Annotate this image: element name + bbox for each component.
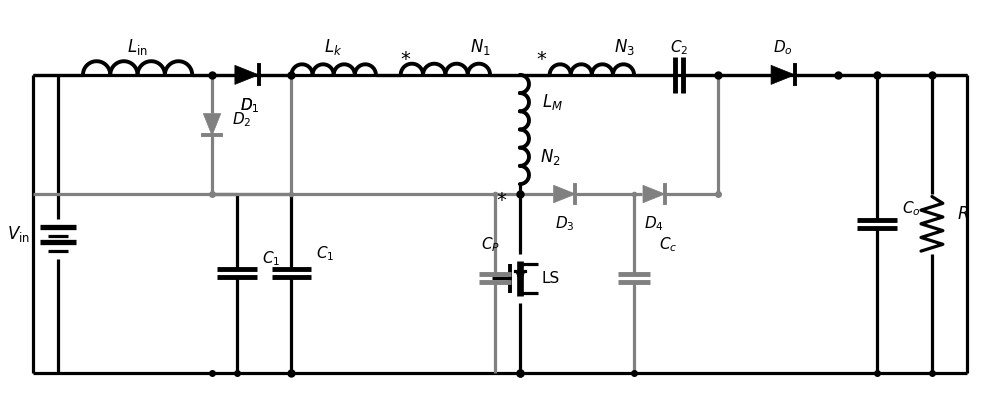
Polygon shape — [203, 113, 221, 136]
Polygon shape — [643, 185, 665, 203]
Text: $N_2$: $N_2$ — [540, 147, 560, 167]
Text: $D_3$: $D_3$ — [555, 214, 574, 232]
Polygon shape — [516, 271, 525, 283]
Text: $C_P$: $C_P$ — [481, 235, 500, 254]
Text: $*$: $*$ — [400, 48, 411, 67]
Text: $C_1$: $C_1$ — [262, 249, 280, 268]
Text: $*$: $*$ — [536, 48, 547, 67]
Text: $C_2$: $C_2$ — [670, 38, 688, 57]
Text: $D_o$: $D_o$ — [773, 38, 793, 57]
Text: $L_{\rm in}$: $L_{\rm in}$ — [127, 37, 148, 57]
Text: $D_2$: $D_2$ — [232, 110, 251, 129]
Text: LS: LS — [542, 271, 560, 286]
Text: $C_1$: $C_1$ — [316, 244, 335, 263]
Text: $C_o$: $C_o$ — [902, 200, 921, 218]
Text: $R$: $R$ — [957, 205, 969, 223]
Polygon shape — [554, 185, 575, 203]
Text: $L_k$: $L_k$ — [324, 37, 343, 57]
Text: $L_M$: $L_M$ — [542, 92, 563, 112]
Text: $N_1$: $N_1$ — [470, 37, 491, 57]
Text: $N_3$: $N_3$ — [614, 37, 635, 57]
Polygon shape — [235, 65, 259, 84]
Text: $D_1$: $D_1$ — [240, 97, 260, 115]
Text: $*$: $*$ — [496, 189, 508, 208]
Text: $D_1$: $D_1$ — [240, 97, 260, 115]
Text: $V_{\rm in}$: $V_{\rm in}$ — [7, 224, 30, 244]
Text: $C_c$: $C_c$ — [659, 235, 677, 254]
Polygon shape — [771, 65, 795, 84]
Text: $D_4$: $D_4$ — [644, 214, 664, 232]
